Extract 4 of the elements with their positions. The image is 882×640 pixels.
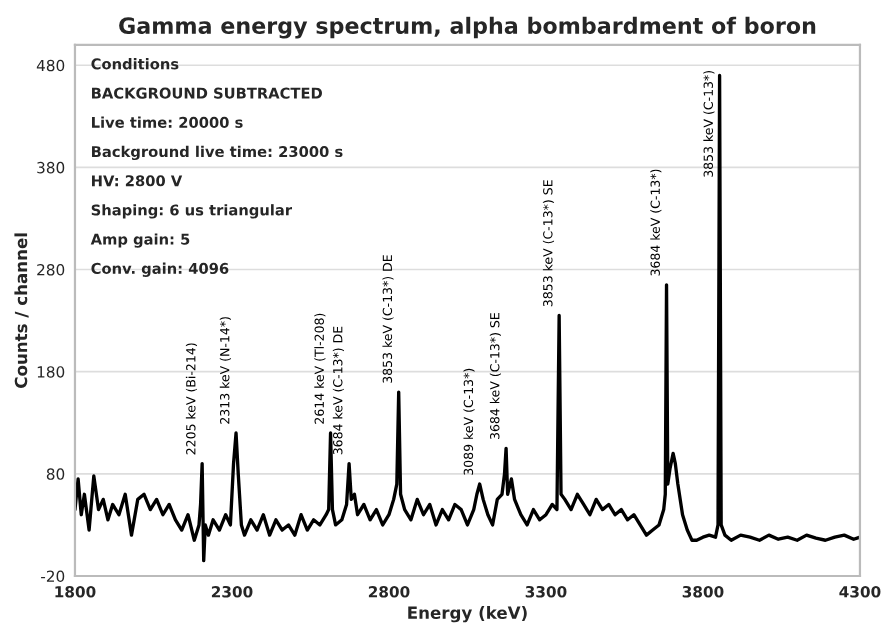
x-axis-title: Energy (keV) bbox=[408, 606, 527, 623]
y-axis-title: Counts / channel bbox=[14, 233, 29, 388]
chart-title: Gamma energy spectrum, alpha bombardment of boron bbox=[119, 16, 816, 39]
line-series bbox=[74, 73, 860, 563]
